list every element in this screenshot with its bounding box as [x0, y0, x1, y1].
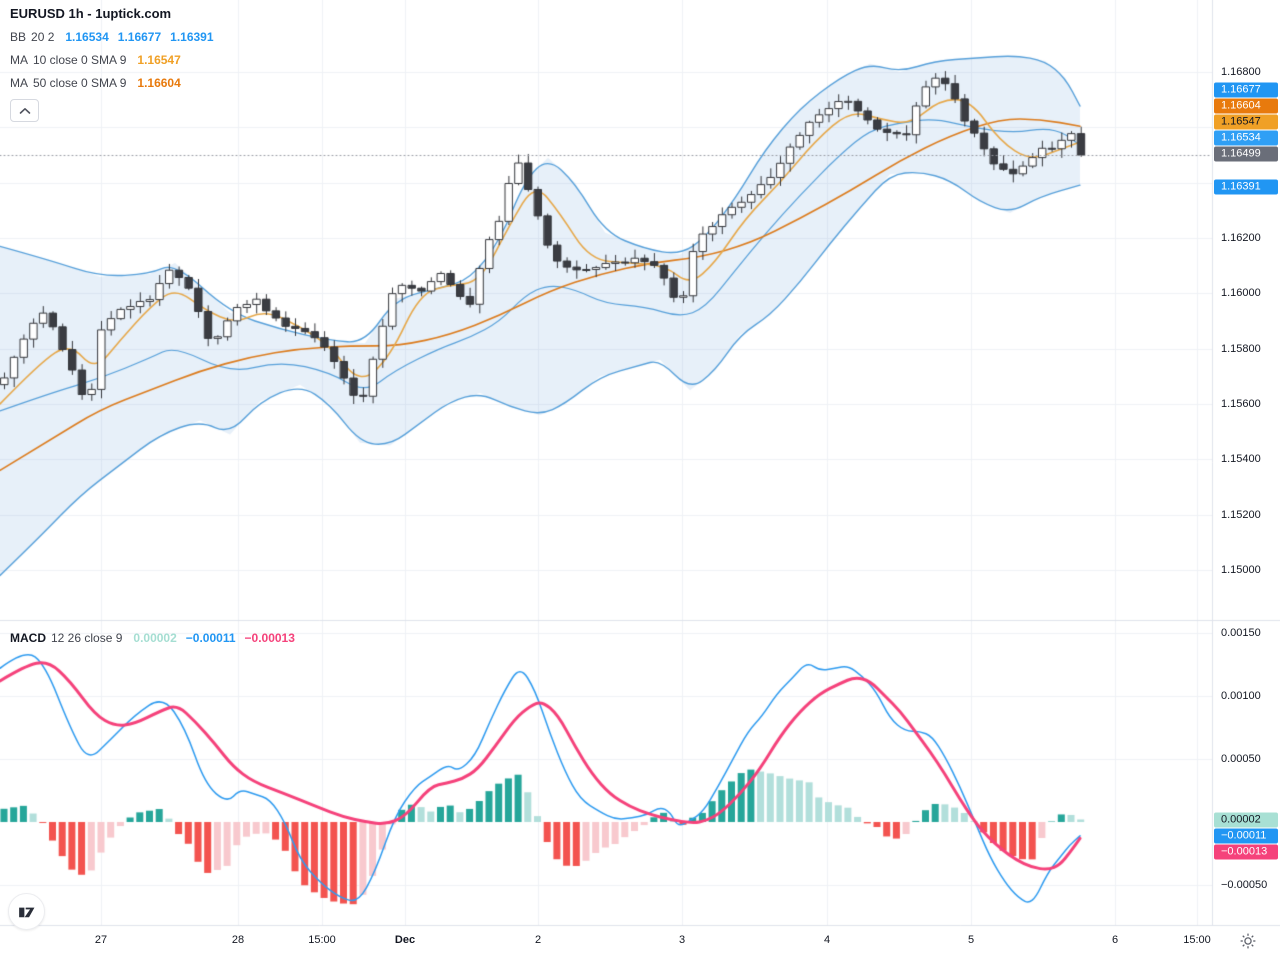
axis-tick-label: 1.15000	[1221, 564, 1261, 576]
time-axis-label: Dec	[394, 934, 416, 946]
indicator-row-ma50[interactable]: MA 50 close 0 SMA 9 1.16604	[10, 76, 214, 90]
indicator-params: 50 close 0 SMA 9	[33, 76, 127, 90]
settings-gear-icon[interactable]	[1238, 931, 1258, 951]
price-badge: 1.16547	[1214, 114, 1278, 130]
ma10-value: 1.16547	[137, 53, 181, 67]
indicator-name: BB	[10, 30, 27, 44]
axis-tick-label: 1.15200	[1221, 509, 1261, 521]
axis-tick-label: 1.15800	[1221, 343, 1261, 355]
macd-badge: −0.00011	[1214, 828, 1278, 844]
collapse-legend-button[interactable]	[10, 99, 39, 122]
axis-tick-label: 1.16800	[1221, 66, 1261, 78]
price-badge: 1.16499	[1214, 146, 1278, 162]
time-axis-label: 6	[1111, 934, 1119, 946]
indicator-row-bb[interactable]: BB 20 2 1.16534 1.16677 1.16391	[10, 30, 214, 44]
axis-tick-label: 1.16000	[1221, 287, 1261, 299]
indicator-params: 12 26 close 9	[51, 631, 123, 645]
bb-basis-value: 1.16534	[65, 30, 109, 44]
axis-tick-label: 0.00100	[1221, 690, 1261, 702]
price-badge: 1.16534	[1214, 130, 1278, 146]
axis-tick-label: 1.15600	[1221, 398, 1261, 410]
time-axis-label: 15:00	[1183, 934, 1211, 946]
bb-lower-value: 1.16391	[170, 30, 214, 44]
macd-signal-value: −0.00013	[244, 631, 295, 645]
price-badge: 1.16391	[1214, 179, 1278, 195]
chevron-up-icon	[19, 107, 30, 114]
macd-badge: −0.00013	[1214, 844, 1278, 860]
symbol-title: EURUSD 1h - 1uptick.com	[10, 6, 172, 21]
bb-upper-value: 1.16677	[117, 30, 162, 44]
indicator-params: 20 2	[31, 30, 55, 44]
time-axis-label: 3	[678, 934, 686, 946]
time-axis-label: 28	[231, 934, 245, 946]
axis-tick-label: −0.00050	[1221, 879, 1268, 891]
ma50-value: 1.16604	[137, 76, 181, 90]
price-badge: 1.16604	[1214, 98, 1278, 114]
macd-badge: 0.00002	[1214, 812, 1278, 828]
indicator-name: MA	[10, 53, 28, 67]
chart-legend: EURUSD 1h - 1uptick.com BB 20 2 1.16534 …	[10, 6, 214, 122]
macd-hist-value: 0.00002	[133, 631, 177, 645]
time-axis-label: 27	[94, 934, 108, 946]
indicator-name: MACD	[10, 631, 46, 645]
gear-icon	[1240, 933, 1256, 949]
time-axis-label: 15:00	[308, 934, 336, 946]
price-axis[interactable]: 1.16800 1.16200 1.16000 1.15800 1.15600 1.154…	[1212, 0, 1280, 925]
price-badge: 1.16677	[1214, 82, 1278, 98]
axis-tick-label: 0.00050	[1221, 753, 1261, 765]
indicator-name: MA	[10, 76, 28, 90]
axis-tick-label: 1.16200	[1221, 232, 1261, 244]
indicator-row-ma10[interactable]: MA 10 close 0 SMA 9 1.16547	[10, 53, 214, 67]
tradingview-logo-icon	[18, 907, 34, 917]
time-axis-label: 2	[534, 934, 542, 946]
macd-line-value: −0.00011	[185, 631, 236, 645]
macd-legend[interactable]: MACD 12 26 close 9 0.00002 −0.00011 −0.0…	[10, 631, 295, 645]
time-axis-label: 5	[967, 934, 975, 946]
time-axis-label: 4	[823, 934, 831, 946]
indicator-params: 10 close 0 SMA 9	[33, 53, 127, 67]
axis-tick-label: 1.15400	[1221, 453, 1261, 465]
tradingview-logo[interactable]	[8, 893, 45, 930]
time-axis[interactable]: 27 28 15:00 Dec 2 3 4 5 6 15:00	[0, 925, 1212, 960]
axis-tick-label: 0.00150	[1221, 627, 1261, 639]
